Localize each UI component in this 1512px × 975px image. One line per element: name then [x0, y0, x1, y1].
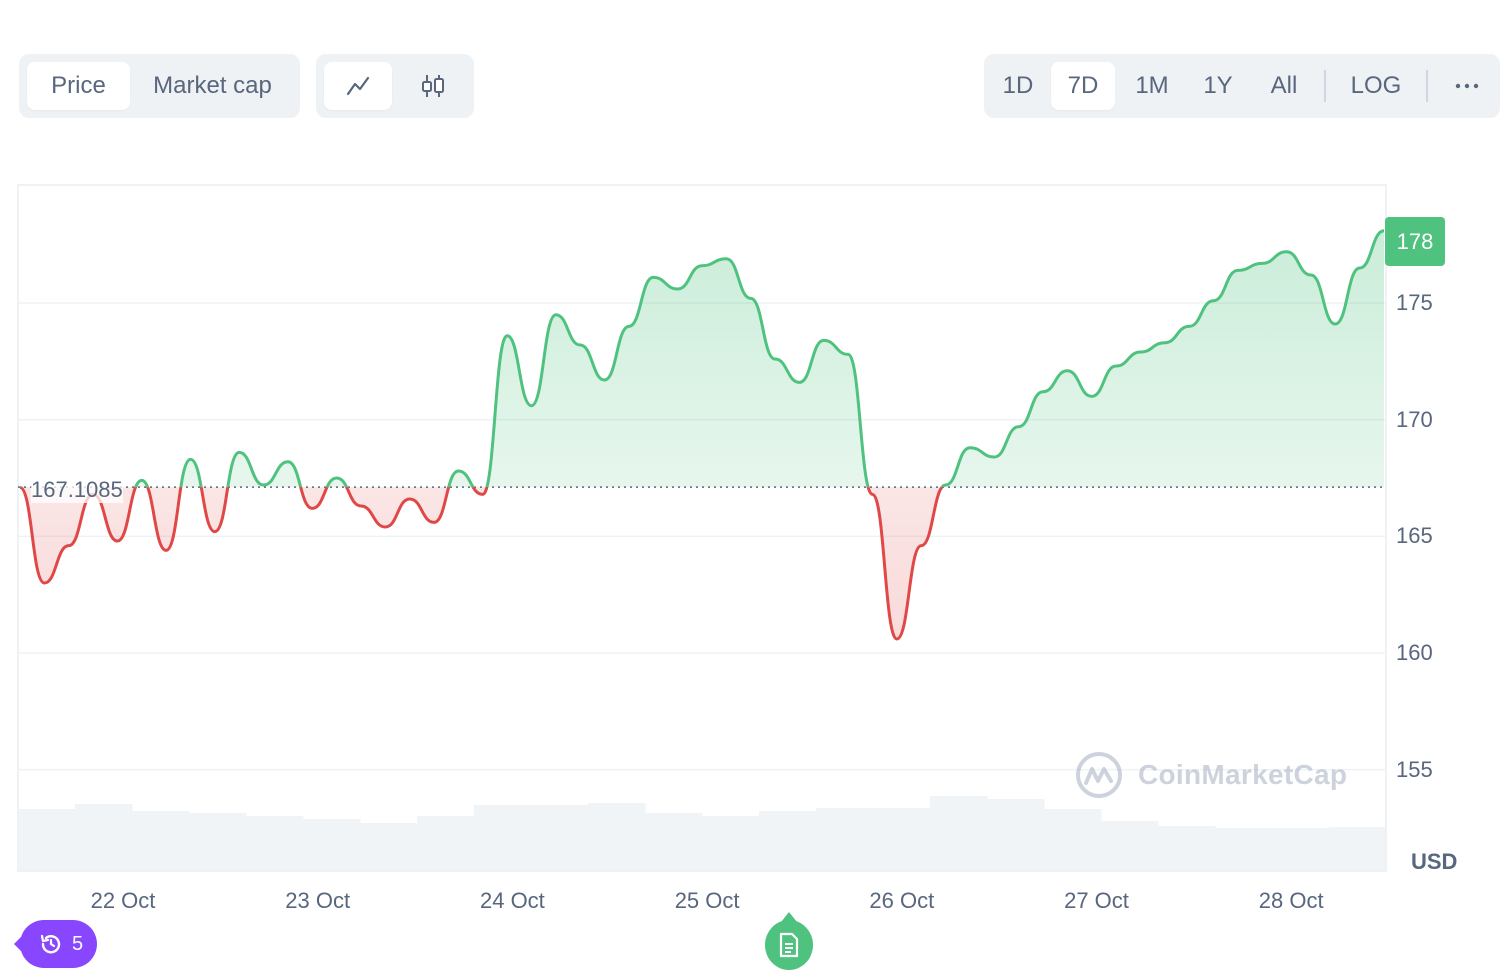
toolbar-divider	[1324, 70, 1326, 102]
toolbar-divider	[1426, 70, 1428, 102]
y-tick-label: 170	[1396, 406, 1433, 432]
log-scale-button[interactable]: LOG	[1350, 72, 1402, 99]
range-all-button[interactable]: All	[1270, 72, 1298, 99]
volume-bar	[816, 808, 874, 871]
history-badge[interactable]: 5	[14, 920, 97, 968]
volume-bar	[987, 799, 1045, 871]
volume-bar	[303, 819, 361, 871]
price-line-up	[20, 229, 1385, 488]
range-1m-button[interactable]: 1M	[1135, 72, 1169, 99]
volume-bar	[531, 805, 589, 871]
range-1d-button[interactable]: 1D	[1002, 72, 1034, 99]
volume-bar	[1101, 821, 1159, 871]
history-count: 5	[72, 932, 84, 955]
metric-toggle: Price Market cap	[19, 54, 300, 118]
more-options-button[interactable]	[1436, 62, 1498, 110]
volume-bar	[417, 816, 475, 871]
volume-bars	[18, 796, 1387, 871]
chart-kind-toggle	[316, 54, 474, 118]
range-7d-button[interactable]: 7D	[1051, 62, 1115, 110]
volume-bar	[1044, 809, 1102, 871]
range-toggle: 1D 7D 1M 1Y All LOG	[984, 54, 1500, 118]
y-tick-label: 160	[1396, 640, 1433, 665]
volume-bar	[474, 805, 532, 871]
x-tick-label: 25 Oct	[674, 888, 740, 913]
volume-bar	[588, 803, 646, 871]
volume-bar	[873, 808, 931, 871]
tab-market-cap[interactable]: Market cap	[153, 72, 272, 99]
volume-bar	[759, 811, 817, 871]
x-tick-label: 26 Oct	[869, 888, 935, 913]
tab-price[interactable]: Price	[27, 62, 130, 110]
y-tick-label: 165	[1396, 523, 1433, 549]
line-chart-button[interactable]	[324, 62, 392, 110]
x-tick-label: 27 Oct	[1064, 888, 1129, 913]
current-price-badge: 178	[1385, 217, 1445, 266]
volume-bar	[930, 796, 988, 871]
volume-bar	[1215, 828, 1273, 871]
down-area	[20, 487, 1384, 640]
notes-button[interactable]	[765, 912, 813, 970]
candlestick-button[interactable]	[400, 62, 466, 110]
x-tick-label: 23 Oct	[285, 888, 351, 913]
coinmarketcap-logo-icon	[1076, 752, 1122, 798]
volume-bar	[132, 811, 190, 871]
volume-bar	[645, 813, 703, 871]
coinmarketcap-watermark: CoinMarketCap	[1074, 750, 1347, 800]
volume-bar	[1272, 828, 1330, 871]
currency-label: USD	[1411, 849, 1458, 874]
volume-bar	[1158, 826, 1216, 871]
x-tick-label: 22 Oct	[90, 888, 156, 913]
volume-bar	[360, 823, 418, 871]
reference-price-label: 167.1085	[31, 477, 123, 503]
volume-bar	[189, 813, 247, 871]
volume-bar	[702, 816, 760, 871]
range-1y-button[interactable]: 1Y	[1203, 72, 1233, 99]
more-horizontal-icon	[1455, 83, 1479, 89]
line-chart-icon	[346, 76, 370, 96]
up-area	[135, 230, 1384, 488]
volume-bar	[246, 816, 304, 871]
document-icon	[779, 932, 799, 958]
candlestick-icon	[422, 75, 444, 97]
watermark-text: CoinMarketCap	[1138, 759, 1348, 790]
x-tick-label: 28 Oct	[1258, 888, 1324, 913]
volume-bar	[1329, 827, 1387, 871]
y-tick-label: 175	[1396, 290, 1433, 316]
x-tick-label: 24 Oct	[479, 888, 545, 913]
y-tick-label: 155	[1396, 756, 1433, 782]
volume-bar	[75, 804, 133, 871]
history-icon	[40, 934, 61, 954]
volume-bar	[18, 809, 76, 871]
